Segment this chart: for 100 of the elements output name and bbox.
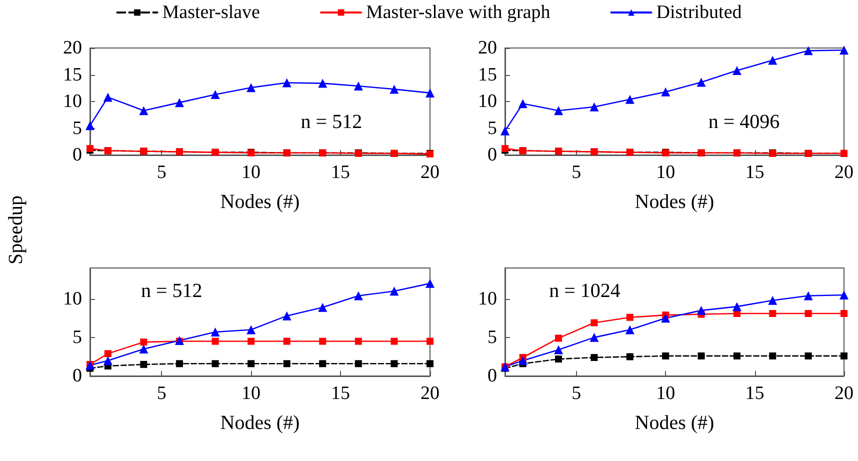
point xyxy=(283,360,290,368)
legend-label: Master-slave with graph xyxy=(366,2,551,23)
point xyxy=(426,338,434,345)
point xyxy=(500,126,510,136)
y-tick-label: 10 xyxy=(63,288,82,310)
point xyxy=(282,311,292,320)
point xyxy=(210,328,220,337)
x-tick-label: 5 xyxy=(572,383,582,404)
point xyxy=(554,345,564,354)
y-tick-label: 5 xyxy=(488,326,497,348)
x-axis-title: Nodes (#) xyxy=(634,191,714,213)
x-tick-label: 15 xyxy=(745,383,764,404)
y-tick-label: 0 xyxy=(72,366,82,386)
y-tick-label: 10 xyxy=(478,288,497,310)
point xyxy=(319,360,326,368)
point xyxy=(804,46,813,56)
point xyxy=(732,66,742,75)
point xyxy=(590,332,599,342)
point xyxy=(354,360,362,368)
point xyxy=(518,356,528,366)
point xyxy=(625,325,634,334)
point xyxy=(390,338,398,345)
point xyxy=(840,290,848,300)
point xyxy=(283,338,290,345)
x-tick-label: 20 xyxy=(834,162,854,183)
x-tick-label: 20 xyxy=(420,162,440,183)
y-tick-label: 15 xyxy=(63,64,82,86)
x-tick-label: 15 xyxy=(745,162,764,183)
point xyxy=(518,99,528,108)
point xyxy=(840,352,848,360)
point xyxy=(661,87,670,96)
point xyxy=(354,291,363,300)
y-tick-label: 5 xyxy=(72,118,82,139)
point xyxy=(426,88,434,98)
point xyxy=(590,319,598,326)
x-tick-label: 5 xyxy=(156,383,166,404)
point xyxy=(246,83,256,92)
point xyxy=(426,360,434,368)
point xyxy=(426,278,434,288)
y-tick-label: 20 xyxy=(63,38,82,58)
point xyxy=(390,84,399,94)
point xyxy=(390,360,398,368)
point xyxy=(212,338,219,345)
x-tick-label: 20 xyxy=(834,383,854,404)
point xyxy=(768,56,778,65)
x-axis-title: Nodes (#) xyxy=(220,191,300,213)
point xyxy=(626,314,634,321)
point xyxy=(769,310,776,318)
point xyxy=(840,46,848,55)
y-tick-label: 5 xyxy=(488,118,497,139)
point xyxy=(732,302,742,312)
y-tick-label: 0 xyxy=(72,144,82,166)
point xyxy=(174,98,184,108)
x-tick-label: 5 xyxy=(156,162,166,183)
annotation: n = 4096 xyxy=(708,111,780,134)
point xyxy=(555,356,562,363)
point xyxy=(768,296,778,305)
y-tick-label: 5 xyxy=(72,326,82,348)
point xyxy=(804,291,813,300)
point xyxy=(212,360,219,368)
x-tick-label: 10 xyxy=(242,162,261,183)
point xyxy=(318,302,328,312)
point xyxy=(140,360,148,368)
y-tick-label: 15 xyxy=(478,64,497,86)
point xyxy=(354,338,362,345)
point xyxy=(139,344,148,354)
point xyxy=(698,352,705,360)
x-tick-label: 10 xyxy=(656,383,676,404)
point xyxy=(555,334,562,342)
y-axis-title: Speedup xyxy=(5,196,27,264)
y-tick-label: 20 xyxy=(478,38,497,58)
point xyxy=(103,356,112,366)
point xyxy=(733,352,740,360)
x-axis-title: Nodes (#) xyxy=(634,412,714,434)
point xyxy=(626,353,634,360)
x-tick-label: 10 xyxy=(242,383,261,404)
legend-label: Master-slave xyxy=(162,2,260,23)
point xyxy=(662,352,670,360)
annotation: n = 512 xyxy=(141,280,202,302)
point xyxy=(590,354,598,361)
point xyxy=(140,338,148,346)
point xyxy=(625,94,634,104)
point xyxy=(282,78,292,88)
point xyxy=(319,338,326,345)
y-tick-label: 0 xyxy=(488,144,497,166)
point xyxy=(696,306,706,315)
point xyxy=(139,106,148,116)
point xyxy=(696,78,706,87)
point xyxy=(246,325,256,334)
point xyxy=(769,352,776,360)
x-tick-label: 15 xyxy=(331,162,350,183)
point xyxy=(103,92,112,102)
annotation: n = 1024 xyxy=(549,280,620,302)
point xyxy=(804,310,812,318)
point xyxy=(554,106,564,116)
y-tick-label: 0 xyxy=(488,366,497,386)
x-axis-title: Nodes (#) xyxy=(220,412,300,434)
x-tick-label: 5 xyxy=(572,162,582,183)
point xyxy=(661,314,670,323)
x-tick-label: 20 xyxy=(420,383,440,404)
